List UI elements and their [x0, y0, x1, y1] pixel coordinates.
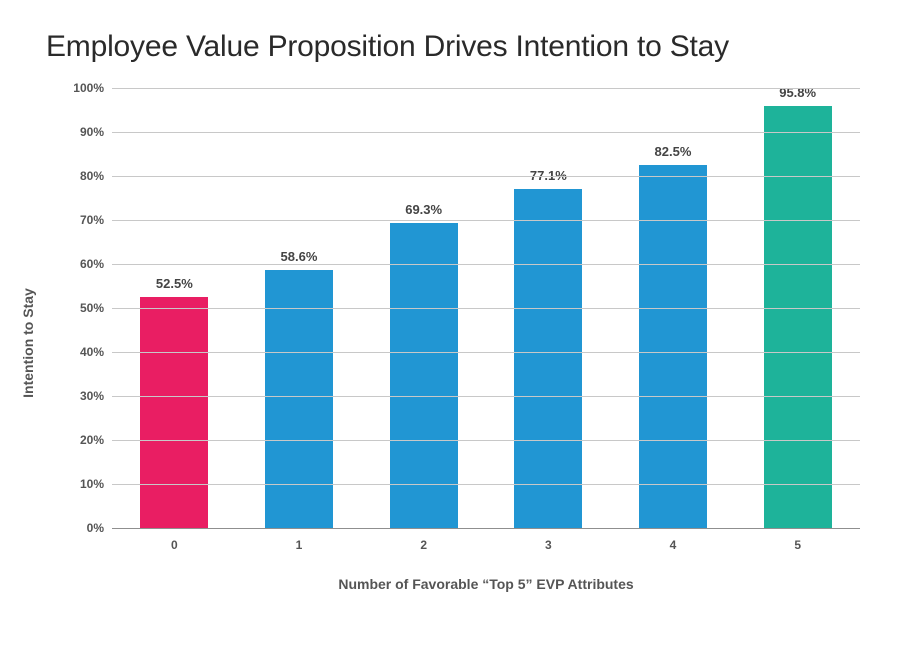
- y-tick-label: 50%: [80, 301, 104, 315]
- chart-title: Employee Value Proposition Drives Intent…: [46, 30, 870, 64]
- x-tick-label: 1: [296, 538, 303, 552]
- grid-line: [112, 220, 860, 221]
- grid-line: [112, 352, 860, 353]
- grid-line: [112, 132, 860, 133]
- x-axis-label: Number of Favorable “Top 5” EVP Attribut…: [112, 576, 860, 592]
- bar: 77.1%: [514, 189, 582, 528]
- y-tick-label: 0%: [87, 521, 104, 535]
- y-tick-label: 10%: [80, 477, 104, 491]
- y-tick-label: 60%: [80, 257, 104, 271]
- grid-line: [112, 176, 860, 177]
- y-tick-label: 30%: [80, 389, 104, 403]
- y-tick-label: 90%: [80, 125, 104, 139]
- grid-line: [112, 528, 860, 529]
- bar-value-label: 82.5%: [655, 144, 692, 159]
- grid-line: [112, 88, 860, 89]
- y-tick-label: 40%: [80, 345, 104, 359]
- bar-value-label: 52.5%: [156, 276, 193, 291]
- y-axis-label: Intention to Stay: [20, 288, 36, 398]
- x-tick-label: 2: [420, 538, 427, 552]
- plot-area: 52.5%058.6%169.3%277.1%382.5%495.8%5 0%1…: [112, 88, 860, 528]
- grid-line: [112, 396, 860, 397]
- bar-value-label: 69.3%: [405, 202, 442, 217]
- chart-page: Employee Value Proposition Drives Intent…: [0, 0, 910, 648]
- bar-value-label: 58.6%: [281, 249, 318, 264]
- x-tick-label: 0: [171, 538, 178, 552]
- bar: 69.3%: [390, 223, 458, 528]
- x-tick-label: 3: [545, 538, 552, 552]
- grid-line: [112, 308, 860, 309]
- y-tick-label: 70%: [80, 213, 104, 227]
- chart-area: Intention to Stay 52.5%058.6%169.3%277.1…: [40, 88, 870, 598]
- y-tick-label: 100%: [73, 81, 104, 95]
- grid-line: [112, 440, 860, 441]
- bar: 95.8%: [764, 106, 832, 528]
- x-tick-label: 5: [794, 538, 801, 552]
- grid-line: [112, 484, 860, 485]
- bar: 52.5%: [140, 297, 208, 528]
- y-tick-label: 80%: [80, 169, 104, 183]
- x-tick-label: 4: [670, 538, 677, 552]
- y-tick-label: 20%: [80, 433, 104, 447]
- grid-line: [112, 264, 860, 265]
